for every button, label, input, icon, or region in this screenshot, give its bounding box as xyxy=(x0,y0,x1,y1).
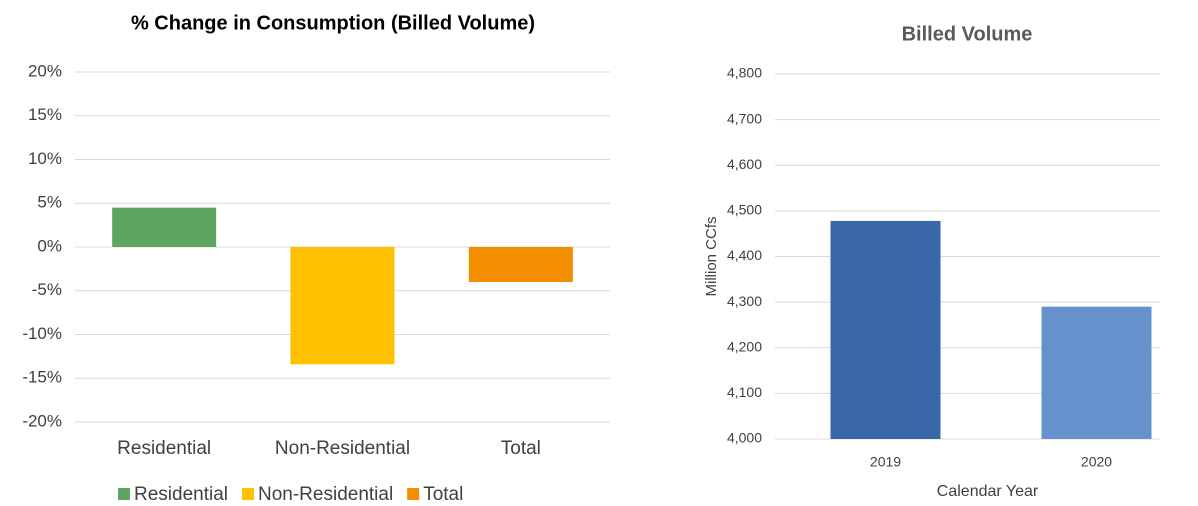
x-axis-label: Calendar Year xyxy=(937,483,1039,500)
y-tick-label: 4,800 xyxy=(727,65,762,81)
y-tick-label: 4,500 xyxy=(727,202,762,218)
legend-swatch xyxy=(242,488,254,500)
y-tick-label: 4,400 xyxy=(727,247,762,263)
legend-swatch xyxy=(407,488,420,500)
bar xyxy=(290,247,395,365)
y-tick-label: 4,700 xyxy=(727,110,762,126)
y-tick-label: -15% xyxy=(22,368,62,387)
y-tick-label: 4,100 xyxy=(727,384,762,400)
legend-label: Total xyxy=(423,484,463,505)
y-tick-label: -10% xyxy=(22,324,62,343)
x-tick-label: 2020 xyxy=(1081,454,1112,470)
y-tick-label: -5% xyxy=(32,280,62,299)
y-tick-label: -20% xyxy=(22,411,62,430)
legend-label: Non-Residential xyxy=(258,484,393,505)
x-tick-label: 2019 xyxy=(870,454,901,470)
y-tick-label: 10% xyxy=(28,149,62,168)
chart-title: Billed Volume xyxy=(902,23,1033,45)
y-tick-label: 4,200 xyxy=(727,338,762,354)
bar xyxy=(468,247,573,282)
bar xyxy=(830,220,941,439)
legend-swatch xyxy=(118,488,130,500)
y-tick-label: 0% xyxy=(37,236,62,255)
y-tick-label: 4,000 xyxy=(727,430,762,446)
y-tick-label: 5% xyxy=(37,193,62,212)
y-axis-label: Million CCfs xyxy=(703,216,720,296)
y-tick-label: 15% xyxy=(28,105,62,124)
x-tick-label: Residential xyxy=(117,438,211,459)
legend-label: Residential xyxy=(134,484,228,505)
bar xyxy=(112,207,217,247)
x-tick-label: Total xyxy=(501,438,541,459)
chart-title: % Change in Consumption (Billed Volume) xyxy=(131,12,535,34)
y-tick-label: 20% xyxy=(28,61,62,80)
y-tick-label: 4,300 xyxy=(727,293,762,309)
bar xyxy=(1041,306,1152,439)
x-tick-label: Non-Residential xyxy=(275,438,410,459)
y-tick-label: 4,600 xyxy=(727,156,762,172)
